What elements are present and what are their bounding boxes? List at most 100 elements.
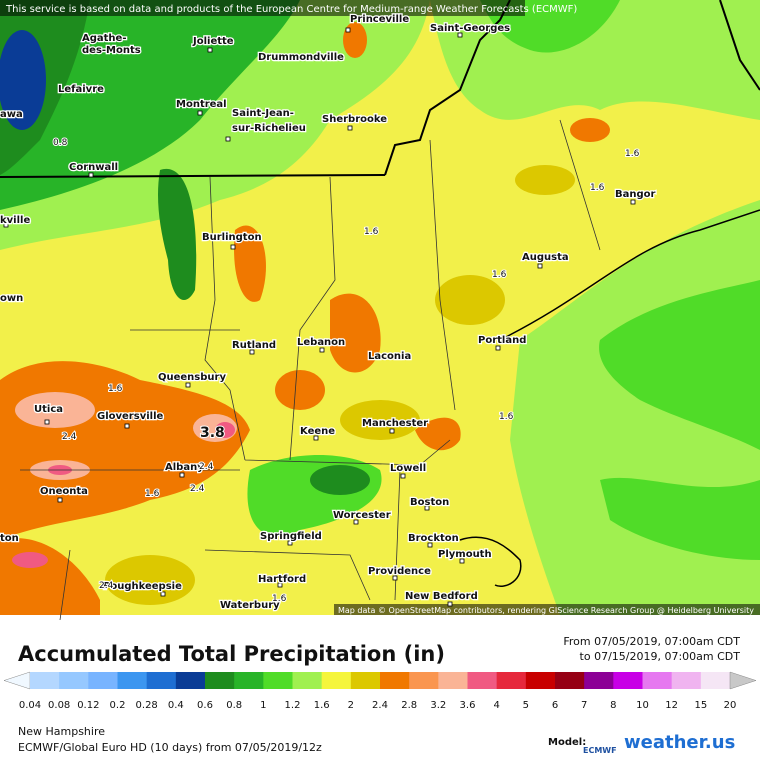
notice-band [0, 0, 525, 16]
contour-label: 2.4 [199, 462, 214, 472]
city-dot [457, 32, 463, 38]
precip-area [12, 552, 48, 568]
city-dot [3, 222, 9, 228]
city-label: Queensbury [158, 372, 226, 383]
city-label: Princeville [350, 14, 409, 25]
city-dot [319, 347, 325, 353]
precip-area [343, 22, 367, 58]
legend-swatch [525, 672, 556, 689]
city-dot [389, 428, 395, 434]
legend-swatch [88, 672, 118, 689]
city-dot [459, 558, 465, 564]
legend-label: 20 [724, 700, 737, 711]
city-label: Brockton [408, 533, 459, 544]
legend-swatch [117, 672, 148, 689]
precip-area [0, 30, 46, 130]
precip-area [515, 165, 575, 195]
legend-label: 8 [610, 700, 616, 711]
city-label: Agathe- [82, 33, 126, 44]
city-label: Saint-Jean- [232, 108, 294, 119]
international-border [0, 0, 511, 178]
city-label: Lowell [390, 463, 426, 474]
legend-swatch [350, 672, 381, 689]
legend-label: 7 [581, 700, 587, 711]
precip-area [330, 293, 381, 373]
city-label: Poughkeepsie [103, 581, 182, 592]
city-dot [179, 472, 185, 478]
city-label: Worcester [333, 510, 391, 521]
city-label: Hartford [258, 574, 306, 585]
legend-label: 2.8 [401, 700, 417, 711]
city-label: Springfield [260, 531, 322, 542]
city-dot [353, 519, 359, 525]
legend-label: 3.2 [430, 700, 446, 711]
city-dot [537, 263, 543, 269]
legend-swatch [30, 672, 60, 689]
city-dot [185, 382, 191, 388]
precip-area [600, 477, 760, 560]
model-run: ECMWF/Global Euro HD (10 days) from 07/0… [18, 741, 322, 754]
city-label: Joliette [192, 36, 234, 47]
legend-swatch [292, 672, 323, 689]
city-dot [160, 591, 166, 597]
legend-label: 0.4 [168, 700, 184, 711]
precip-area [310, 465, 370, 495]
legend-swatch [642, 672, 673, 689]
city-dot [313, 435, 319, 441]
city-dot [630, 199, 636, 205]
city-dot [400, 473, 406, 479]
city-dot [345, 27, 351, 33]
legend-label: 6 [552, 700, 558, 711]
legend-label: 1.2 [285, 700, 301, 711]
legend-label: 5 [523, 700, 529, 711]
city-label: New Bedford [405, 591, 478, 602]
international-border [719, 0, 760, 91]
map-attribution: Map data © OpenStreetMap contributors, r… [338, 606, 754, 615]
attribution-band [334, 604, 760, 615]
city-dot [88, 172, 94, 178]
legend-label: 1 [260, 700, 266, 711]
contour-label: 3.8 [200, 425, 225, 441]
legend-label: 2.4 [372, 700, 388, 711]
legend-end [729, 671, 757, 690]
city-dot [495, 345, 501, 351]
city-dot [197, 110, 203, 116]
city-dot [57, 497, 63, 503]
city-dot [392, 575, 398, 581]
contour-label: 2.4 [99, 581, 114, 591]
legend-label: 4 [493, 700, 499, 711]
legend-swatch [146, 672, 177, 689]
state-border [20, 119, 601, 621]
precip-area [15, 392, 95, 428]
city-dot [207, 47, 213, 53]
precip-area [275, 370, 325, 410]
legend-swatch [175, 672, 206, 689]
legend-label: 0.08 [48, 700, 70, 711]
city-label: Cornwall [69, 162, 118, 173]
city-label: ton [0, 533, 19, 544]
contour-label: 1.6 [145, 489, 160, 499]
city-dot [44, 419, 50, 425]
legend-end [3, 671, 31, 690]
legend-label: 0.2 [110, 700, 126, 711]
legend-label: 0.12 [77, 700, 99, 711]
precip-area [435, 275, 505, 325]
legend-swatch [438, 672, 468, 689]
contour-label: 0.8 [53, 138, 68, 148]
city-label: Providence [368, 566, 431, 577]
legend-label: 0.04 [19, 700, 41, 711]
legend-swatch [467, 672, 498, 689]
city-label: Plymouth [438, 549, 492, 560]
precip-area [215, 422, 235, 438]
legend-swatch [205, 672, 235, 689]
contour-label: 1.6 [499, 412, 514, 422]
legend-swatch [321, 672, 352, 689]
city-label: des-Monts [82, 45, 141, 56]
region: New Hampshire [18, 725, 105, 738]
contour-label: 1.6 [272, 594, 287, 604]
city-dot [427, 542, 433, 548]
legend-swatch [613, 672, 643, 689]
legend-swatch [555, 672, 585, 689]
legend-label: 0.8 [226, 700, 242, 711]
city-dot [225, 136, 231, 142]
